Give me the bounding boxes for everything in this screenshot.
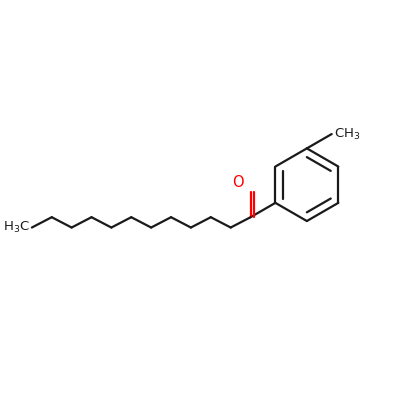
Text: H$_3$C: H$_3$C	[3, 220, 30, 235]
Text: CH$_3$: CH$_3$	[334, 126, 360, 142]
Text: O: O	[232, 176, 244, 190]
